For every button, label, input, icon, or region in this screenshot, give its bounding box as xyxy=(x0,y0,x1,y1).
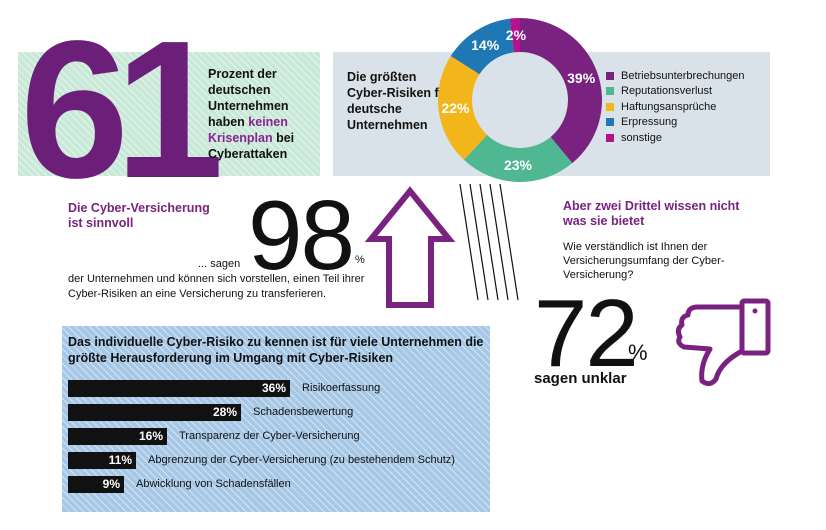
donut-label: 14% xyxy=(471,37,500,53)
stat-61-number: 61 xyxy=(20,0,224,219)
stat-72-sagen: sagen unklar xyxy=(534,370,627,387)
bar-category-label: Transparenz der Cyber-Versicherung xyxy=(179,430,360,442)
thumbs-down-icon xyxy=(675,298,771,387)
stat-98-description: der Unternehmen und können sich vorstell… xyxy=(68,273,365,300)
legend-swatch xyxy=(606,118,614,127)
bar-value-label: 16% xyxy=(138,429,163,443)
legend-item: sonstige xyxy=(606,130,745,146)
stat-61-text-after: bei Cyberattaken xyxy=(208,131,295,161)
bar-row: 9% Abwicklung von Schadensfällen xyxy=(68,476,488,493)
legend-swatch xyxy=(606,102,614,111)
stat-72-number: 72 xyxy=(534,280,639,387)
bar-row: 11% Abgrenzung der Cyber-Versicherung (zu… xyxy=(68,452,488,469)
bar-category-label: Abgrenzung der Cyber-Versicherung (zu be… xyxy=(148,454,455,466)
arrow-up-icon xyxy=(365,186,455,308)
bar-row: 28% Schadensbewertung xyxy=(68,404,488,421)
bar-category-label: Risikoerfassung xyxy=(302,382,381,394)
insurance-heading-line2: ist sinnvoll xyxy=(68,216,134,230)
legend-label: Betriebsunterbrechungen xyxy=(621,69,745,82)
bar-fill xyxy=(68,380,290,397)
stat-61-highlight: keinen Krisenplan xyxy=(208,115,288,145)
understanding-heading-line2: was sie bietet xyxy=(563,214,645,228)
legend-swatch xyxy=(606,133,614,142)
bar-fill xyxy=(68,452,136,469)
bar-row: 36% Risikoerfassung xyxy=(68,380,488,397)
stat-61-panel xyxy=(18,52,320,176)
insurance-heading-line1: Die Cyber-Versicherung xyxy=(68,201,210,215)
legend-swatch xyxy=(606,71,614,80)
bar-value-label: 28% xyxy=(212,405,237,419)
legend-label: Haftungsansprüche xyxy=(621,100,717,113)
donut-title: Die größten Cyber-Risiken für deutsche U… xyxy=(347,70,452,132)
donut-label: 2% xyxy=(506,27,527,43)
donut-slice-haftungsansprüche xyxy=(438,56,488,160)
donut-label: 22% xyxy=(441,100,470,116)
bar-fill xyxy=(68,476,124,493)
stat-61-text-before: Prozent der deutschen Unternehmen haben xyxy=(208,67,289,129)
legend-item: Betriebsunterbrechungen xyxy=(606,68,745,84)
bar-value-label: 36% xyxy=(261,381,286,395)
donut-slice-erpressung xyxy=(450,18,514,75)
bar-category-label: Abwicklung von Schadensfällen xyxy=(136,478,291,490)
legend-item: Haftungsansprüche xyxy=(606,99,745,115)
legend-swatch xyxy=(606,87,614,96)
bar-chart-title: Das individuelle Cyber-Risiko zu kennen … xyxy=(68,335,484,365)
understanding-heading: Aber zwei Drittel wissen nicht was sie b… xyxy=(563,199,739,229)
bar-fill xyxy=(68,404,241,421)
divider-lines-icon xyxy=(459,183,519,301)
stat-72-percent: % xyxy=(628,340,648,365)
insurance-heading: Die Cyber-Versicherung ist sinnvoll xyxy=(68,201,210,231)
bar-chart: 36% Risikoerfassung 28% Schadensbewertung 16… xyxy=(68,380,488,500)
stat-98-percent: % xyxy=(355,254,365,266)
legend-label: Reputationsverlust xyxy=(621,85,713,98)
legend-item: Erpressung xyxy=(606,115,745,131)
bar-fill xyxy=(68,428,167,445)
legend-label: sonstige xyxy=(621,131,662,144)
donut-slice-sonstige xyxy=(509,18,520,53)
donut-chart: 39% 23% 22% 14% 2% xyxy=(438,18,602,182)
donut-legend: Betriebsunterbrechungen Reputationsverlus… xyxy=(606,68,745,146)
bar-row: 16% Transparenz der Cyber-Versicherung xyxy=(68,428,488,445)
stat-61-text: Prozent der deutschen Unternehmen haben … xyxy=(208,66,320,162)
donut-slice-betriebsunterbrechungen xyxy=(520,18,602,164)
legend-label: Erpressung xyxy=(621,116,678,129)
donut-label: 23% xyxy=(504,157,533,173)
legend-item: Reputationsverlust xyxy=(606,84,745,100)
donut-label: 39% xyxy=(567,70,596,86)
bar-value-label: 11% xyxy=(108,453,132,467)
bar-category-label: Schadensbewertung xyxy=(253,406,354,418)
bar-value-label: 9% xyxy=(102,477,120,491)
understanding-heading-line1: Aber zwei Drittel wissen nicht xyxy=(563,199,740,213)
stat-98-sagen: ... sagen xyxy=(198,258,241,270)
understanding-question: Wie verständlich ist Ihnen der Versicher… xyxy=(563,241,725,281)
stat-98-number: 98 xyxy=(248,180,355,290)
donut-slice-reputationsverlust xyxy=(463,134,573,182)
